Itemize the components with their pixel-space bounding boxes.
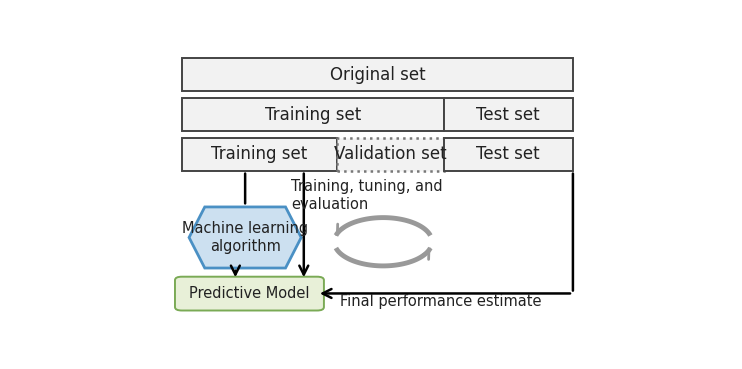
Text: Test set: Test set	[476, 106, 540, 124]
FancyBboxPatch shape	[337, 138, 444, 171]
FancyBboxPatch shape	[182, 58, 573, 91]
Text: Predictive Model: Predictive Model	[189, 286, 309, 301]
FancyBboxPatch shape	[444, 98, 573, 131]
Text: Test set: Test set	[476, 145, 540, 163]
Text: Training set: Training set	[211, 145, 308, 163]
Text: Training set: Training set	[265, 106, 361, 124]
FancyBboxPatch shape	[444, 138, 573, 171]
Text: Validation set: Validation set	[334, 145, 447, 163]
FancyBboxPatch shape	[182, 138, 337, 171]
FancyBboxPatch shape	[175, 277, 324, 310]
Text: Original set: Original set	[329, 66, 425, 84]
FancyBboxPatch shape	[182, 98, 444, 131]
Text: Final performance estimate: Final performance estimate	[340, 294, 542, 309]
Text: Training, tuning, and
evaluation: Training, tuning, and evaluation	[291, 179, 443, 212]
Polygon shape	[189, 207, 301, 268]
Text: Machine learning
algorithm: Machine learning algorithm	[182, 221, 308, 254]
